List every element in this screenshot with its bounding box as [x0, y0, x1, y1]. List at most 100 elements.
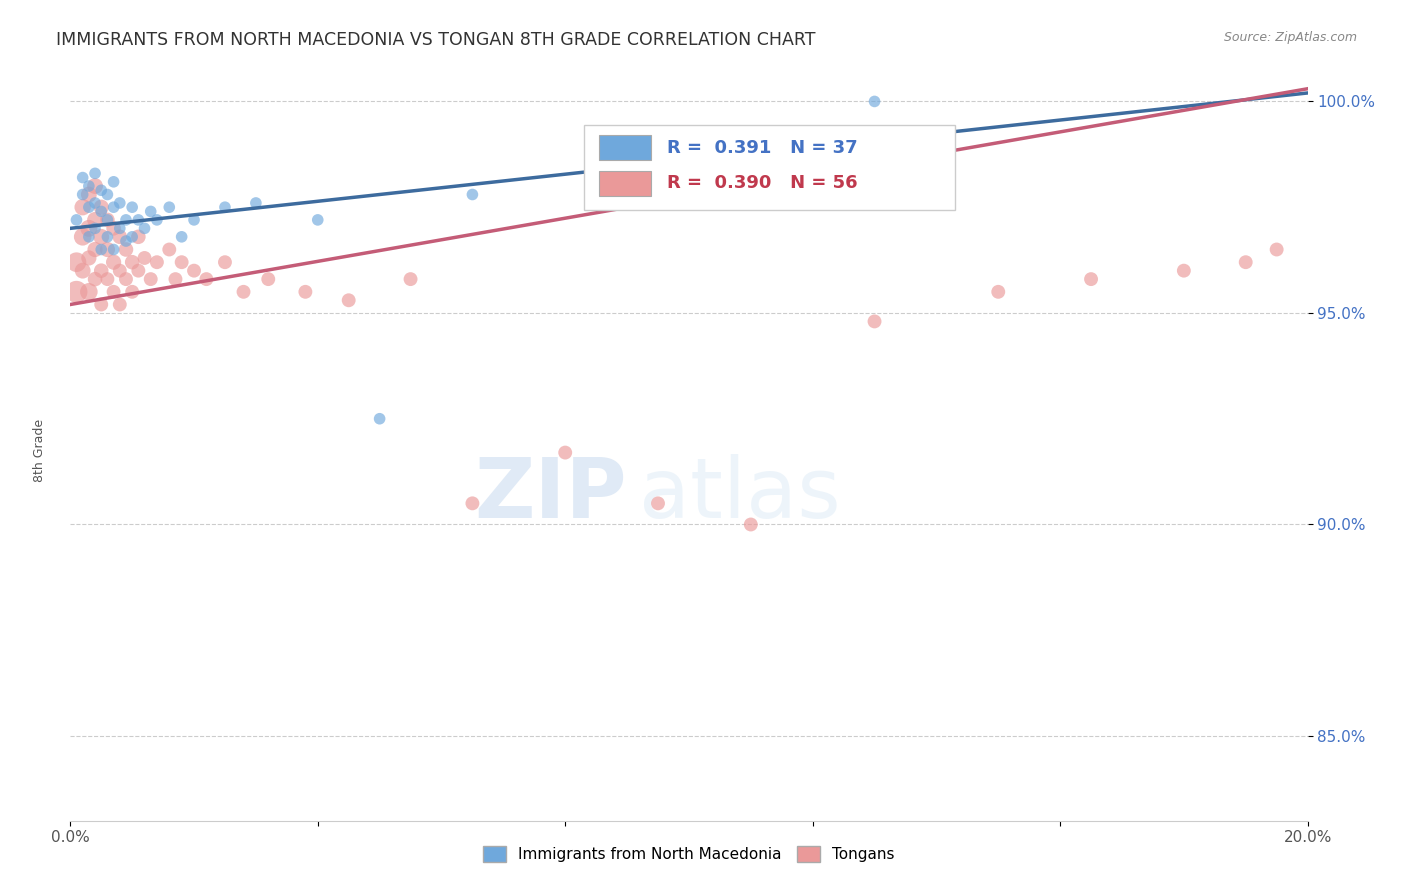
Point: [115, 272, 138, 286]
Point: [72, 200, 94, 214]
Point: [157, 200, 180, 214]
Point: [84, 166, 107, 180]
Text: 8th Grade: 8th Grade: [32, 419, 46, 482]
Point: [183, 263, 205, 277]
Point: [84, 196, 107, 211]
Point: [96, 272, 118, 286]
Point: [84, 213, 107, 227]
Point: [108, 229, 131, 244]
Point: [77, 285, 100, 299]
Point: [96, 229, 118, 244]
Point: [77, 221, 100, 235]
Point: [554, 445, 576, 459]
Point: [461, 187, 484, 202]
Point: [65, 255, 87, 269]
Text: R =  0.390   N = 56: R = 0.390 N = 56: [666, 174, 858, 192]
Point: [103, 200, 125, 214]
Point: [461, 496, 484, 510]
Point: [77, 200, 100, 214]
Point: [139, 272, 162, 286]
Point: [195, 272, 218, 286]
Point: [1265, 243, 1288, 257]
Point: [337, 293, 360, 308]
Point: [90, 263, 112, 277]
Point: [863, 95, 886, 109]
Point: [165, 272, 187, 286]
Point: [72, 263, 94, 277]
Point: [121, 255, 143, 269]
Point: [96, 187, 118, 202]
Point: [72, 187, 94, 202]
Text: R =  0.391   N = 37: R = 0.391 N = 37: [666, 138, 858, 157]
Point: [134, 251, 156, 265]
Point: [157, 243, 180, 257]
Point: [90, 204, 112, 219]
Point: [1173, 263, 1195, 277]
Point: [96, 243, 118, 257]
Point: [90, 297, 112, 311]
Point: [77, 229, 100, 244]
Point: [115, 213, 138, 227]
Point: [146, 213, 169, 227]
Text: Source: ZipAtlas.com: Source: ZipAtlas.com: [1223, 31, 1357, 45]
Point: [307, 213, 329, 227]
Point: [72, 170, 94, 185]
Point: [72, 229, 94, 244]
Text: IMMIGRANTS FROM NORTH MACEDONIA VS TONGAN 8TH GRADE CORRELATION CHART: IMMIGRANTS FROM NORTH MACEDONIA VS TONGA…: [56, 31, 815, 49]
Point: [214, 255, 236, 269]
Point: [65, 285, 87, 299]
Point: [103, 285, 125, 299]
Point: [77, 179, 100, 194]
FancyBboxPatch shape: [583, 125, 955, 210]
Point: [121, 200, 143, 214]
Point: [121, 285, 143, 299]
Point: [647, 496, 669, 510]
Point: [90, 183, 112, 197]
Point: [96, 213, 118, 227]
FancyBboxPatch shape: [599, 135, 651, 161]
Point: [170, 255, 193, 269]
Point: [96, 213, 118, 227]
Point: [84, 179, 107, 194]
Point: [103, 243, 125, 257]
Point: [84, 243, 107, 257]
Point: [257, 272, 280, 286]
Point: [121, 229, 143, 244]
Point: [127, 229, 149, 244]
Point: [127, 263, 149, 277]
Point: [108, 221, 131, 235]
Point: [740, 517, 762, 532]
Point: [987, 285, 1010, 299]
Point: [399, 272, 422, 286]
Point: [77, 187, 100, 202]
Point: [170, 229, 193, 244]
Point: [863, 314, 886, 328]
Point: [90, 243, 112, 257]
Point: [77, 251, 100, 265]
Point: [103, 221, 125, 235]
Point: [65, 213, 87, 227]
FancyBboxPatch shape: [599, 170, 651, 195]
Point: [103, 175, 125, 189]
Point: [103, 255, 125, 269]
Point: [294, 285, 316, 299]
Point: [134, 221, 156, 235]
Point: [108, 297, 131, 311]
Point: [139, 204, 162, 219]
Point: [84, 272, 107, 286]
Legend: Immigrants from North Macedonia, Tongans: Immigrants from North Macedonia, Tongans: [477, 840, 901, 869]
Point: [368, 411, 391, 425]
Text: ZIP: ZIP: [475, 454, 627, 535]
Point: [90, 229, 112, 244]
Point: [214, 200, 236, 214]
Point: [108, 263, 131, 277]
Point: [90, 200, 112, 214]
Point: [115, 243, 138, 257]
Point: [146, 255, 169, 269]
Point: [245, 196, 267, 211]
Point: [84, 221, 107, 235]
Point: [127, 213, 149, 227]
Point: [232, 285, 254, 299]
Point: [115, 234, 138, 248]
Point: [183, 213, 205, 227]
